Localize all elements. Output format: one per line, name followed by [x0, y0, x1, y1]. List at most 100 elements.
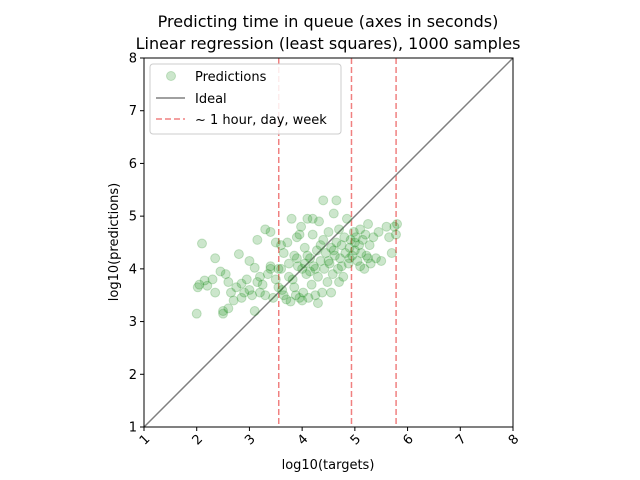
y-tick-label: 3	[129, 315, 137, 330]
y-axis-label: log10(predictions)	[107, 183, 122, 302]
y-tick-label: 1	[129, 421, 137, 436]
prediction-point	[252, 277, 263, 288]
prediction-point	[291, 253, 302, 264]
chart-title-line-1: Predicting time in queue (axes in second…	[158, 12, 499, 31]
prediction-point	[218, 308, 229, 319]
prediction-point	[324, 258, 335, 269]
prediction-point	[239, 287, 250, 298]
x-tick-label: 8	[506, 432, 522, 448]
prediction-point	[370, 253, 381, 264]
prediction-point	[281, 294, 292, 305]
prediction-point	[231, 282, 242, 293]
prediction-point	[223, 303, 234, 314]
prediction-point	[363, 253, 374, 264]
prediction-point	[323, 226, 334, 237]
prediction-point	[299, 242, 310, 253]
prediction-point	[356, 248, 367, 259]
prediction-point	[278, 290, 289, 301]
prediction-point	[260, 224, 271, 235]
prediction-point	[384, 232, 395, 243]
prediction-point	[311, 245, 322, 256]
prediction-point	[315, 240, 326, 251]
prediction-point	[310, 290, 321, 301]
prediction-point	[252, 234, 263, 245]
prediction-point	[283, 271, 294, 282]
legend-reference-label: ~ 1 hour, day, week	[195, 113, 327, 128]
prediction-point	[334, 224, 345, 235]
prediction-point	[220, 269, 231, 280]
prediction-point	[332, 263, 343, 274]
prediction-point	[260, 290, 271, 301]
prediction-point	[277, 284, 288, 295]
prediction-point	[328, 208, 339, 219]
y-tick-label: 2	[129, 368, 137, 383]
prediction-point	[331, 195, 342, 206]
prediction-point	[228, 295, 239, 306]
prediction-point	[357, 234, 368, 245]
prediction-point	[287, 274, 298, 285]
prediction-point	[381, 221, 392, 232]
prediction-point	[335, 253, 346, 264]
prediction-point	[312, 298, 323, 309]
prediction-point	[202, 280, 213, 291]
prediction-point	[302, 250, 313, 261]
prediction-point	[355, 224, 366, 235]
x-tick-label: 6	[400, 432, 416, 448]
prediction-point	[315, 255, 326, 266]
prediction-point	[244, 255, 255, 266]
prediction-point	[336, 240, 347, 251]
prediction-point	[339, 232, 350, 243]
prediction-point	[286, 213, 297, 224]
prediction-point	[336, 261, 347, 272]
prediction-point	[386, 248, 397, 259]
prediction-point	[270, 237, 281, 248]
prediction-point	[298, 287, 309, 298]
prediction-point	[296, 221, 307, 232]
y-tick-label: 4	[129, 262, 137, 277]
prediction-point	[318, 195, 329, 206]
prediction-point	[308, 261, 319, 272]
prediction-point	[273, 282, 284, 293]
prediction-point	[294, 229, 305, 240]
prediction-point	[210, 287, 221, 298]
prediction-point	[314, 216, 325, 227]
prediction-point	[359, 263, 370, 274]
prediction-point	[364, 240, 375, 251]
prediction-point	[373, 226, 384, 237]
prediction-point	[349, 237, 360, 248]
x-axis-label: log10(targets)	[282, 458, 375, 473]
y-tick-label: 6	[129, 157, 137, 172]
prediction-point	[303, 292, 314, 303]
prediction-point	[236, 278, 247, 289]
prediction-point	[344, 242, 355, 253]
prediction-point	[299, 258, 310, 269]
prediction-point	[283, 258, 294, 269]
prediction-point	[270, 274, 281, 285]
prediction-point	[233, 249, 244, 260]
y-tick-label: 7	[129, 104, 137, 119]
prediction-point	[319, 263, 330, 274]
prediction-point	[305, 266, 316, 277]
prediction-point	[323, 255, 334, 266]
x-tick-label: 7	[453, 432, 469, 448]
prediction-point	[268, 292, 279, 303]
prediction-point	[340, 248, 351, 259]
prediction-point	[326, 242, 337, 253]
prediction-point	[289, 250, 300, 261]
prediction-point	[282, 237, 293, 248]
prediction-point	[305, 253, 316, 264]
prediction-point	[307, 229, 318, 240]
prediction-point	[254, 271, 265, 282]
prediction-point	[276, 263, 287, 274]
prediction-point	[352, 255, 363, 266]
prediction-point	[210, 253, 221, 264]
prediction-point	[306, 279, 317, 290]
y-tick-label: 8	[129, 52, 137, 67]
prediction-point	[276, 240, 287, 251]
prediction-point	[368, 232, 379, 243]
prediction-point	[307, 213, 318, 224]
prediction-point	[223, 277, 234, 288]
prediction-point	[348, 226, 359, 237]
prediction-point	[265, 226, 276, 237]
